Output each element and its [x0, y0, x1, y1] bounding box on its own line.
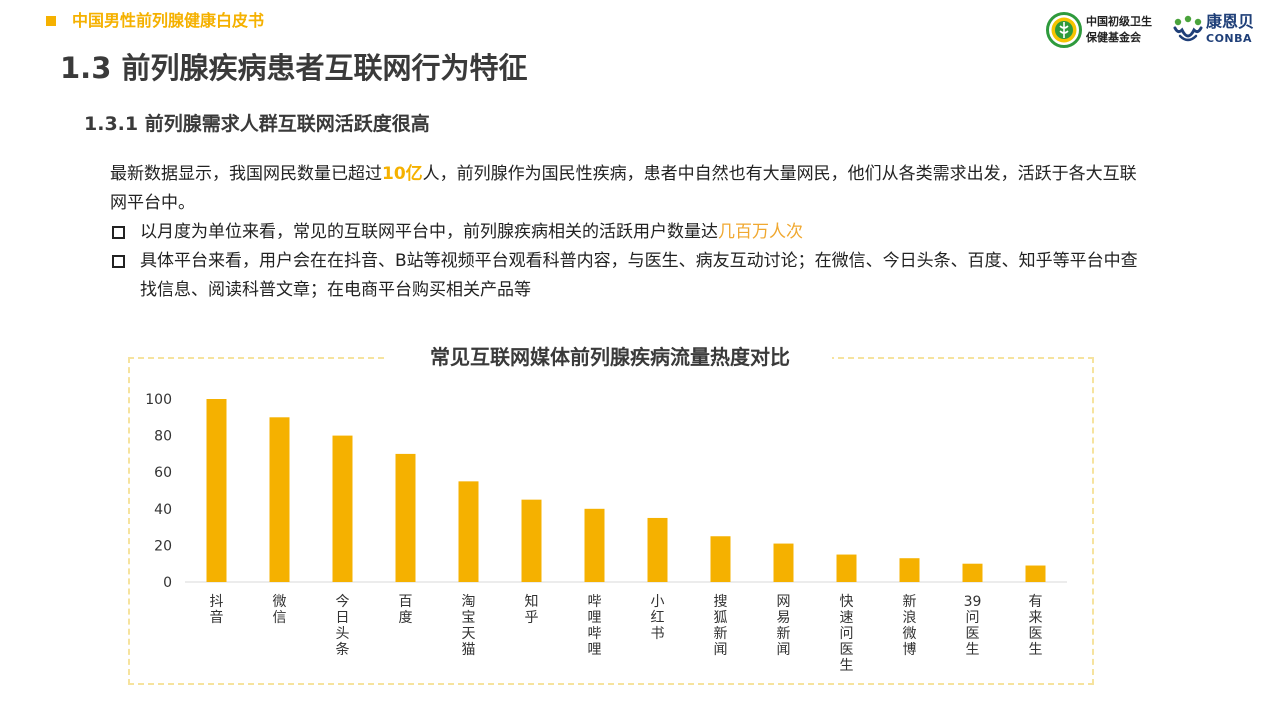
x-category-label: 39 问医生 — [964, 594, 982, 658]
x-category-label: 小红书 — [651, 594, 665, 642]
conba-emblem-icon — [1173, 15, 1203, 42]
x-category-label: 抖音 — [210, 594, 224, 626]
bar — [647, 517, 668, 582]
x-category-label: 今日头条 — [336, 594, 350, 658]
conba-name-en: CONBA — [1206, 32, 1253, 45]
bar — [962, 563, 983, 582]
bullet-text: 具体平台来看，用户会在在抖音、B站等视频平台观看科普内容，与医生、病友互动讨论；… — [140, 251, 1138, 300]
intro-highlight: 10亿 — [382, 164, 423, 184]
y-tick-label: 20 — [154, 538, 172, 554]
foundation-name-line1: 中国初级卫生 — [1086, 15, 1152, 28]
bar — [836, 554, 857, 582]
x-category-label: 快速问医生 — [840, 594, 854, 674]
x-category-label: 知乎 — [525, 593, 539, 626]
y-tick-label: 0 — [163, 575, 172, 591]
section-subtitle: 1.3.1 前列腺需求人群互联网活跃度很高 — [84, 113, 430, 135]
x-category-label: 哔哩哔哩 — [588, 594, 602, 658]
x-category-label: 新浪微博 — [903, 594, 917, 658]
bar — [710, 536, 731, 582]
bar — [332, 435, 353, 582]
foundation-logo: 中国初级卫生 保健基金会 — [1046, 12, 1158, 50]
foundation-emblem-icon — [1046, 12, 1082, 48]
square-bullet-icon — [112, 255, 125, 268]
chart-title: 常见互联网媒体前列腺疾病流量热度对比 — [388, 342, 832, 372]
intro-text-pre: 最新数据显示，我国网民数量已超过 — [110, 164, 382, 184]
bar — [773, 543, 794, 582]
header-marker — [46, 16, 56, 26]
x-category-label: 百度 — [399, 594, 413, 626]
y-tick-label: 100 — [145, 392, 172, 408]
x-category-label: 搜狐新闻 — [714, 594, 728, 658]
intro-paragraph: 最新数据显示，我国网民数量已超过10亿人，前列腺作为国民性疾病，患者中自然也有大… — [110, 160, 1150, 218]
bar — [395, 453, 416, 582]
x-category-label: 微信 — [273, 594, 287, 626]
bar — [269, 417, 290, 582]
y-tick-label: 60 — [154, 465, 172, 481]
section-header: 中国男性前列腺健康白皮书 — [72, 11, 265, 30]
square-bullet-icon — [112, 226, 125, 239]
x-category-label: 网易新闻 — [777, 594, 791, 658]
conba-name-cn: 康恩贝 — [1206, 12, 1255, 31]
y-tick-label: 80 — [154, 429, 172, 445]
bar — [521, 499, 542, 582]
page-title: 1.3 前列腺疾病患者互联网行为特征 — [60, 51, 528, 85]
bullet-item: 具体平台来看，用户会在在抖音、B站等视频平台观看科普内容，与医生、病友互动讨论；… — [110, 247, 1150, 305]
bar — [584, 508, 605, 582]
conba-logo: 康恩贝 CONBA — [1172, 12, 1262, 50]
x-category-label: 淘宝天猫 — [462, 594, 476, 658]
intro-text-post: 人，前列腺作为国民性疾病，患者中自然也有大量网民，他们从各类需求出发，活跃于各大… — [110, 164, 1137, 213]
bar — [1025, 565, 1046, 582]
bar — [899, 558, 920, 582]
bar — [206, 399, 227, 582]
x-category-label: 有来医生 — [1029, 594, 1043, 658]
y-tick-label: 40 — [154, 502, 172, 518]
bullet-highlight: 几百万人次 — [718, 222, 803, 242]
bullet-item: 以月度为单位来看，常见的互联网平台中，前列腺疾病相关的活跃用户数量达几百万人次 — [110, 218, 1150, 247]
foundation-name-line2: 保健基金会 — [1086, 31, 1141, 44]
bar — [458, 481, 479, 582]
bullet-text: 以月度为单位来看，常见的互联网平台中，前列腺疾病相关的活跃用户数量达 — [140, 222, 718, 242]
bullet-list: 以月度为单位来看，常见的互联网平台中，前列腺疾病相关的活跃用户数量达几百万人次 … — [110, 218, 1150, 305]
